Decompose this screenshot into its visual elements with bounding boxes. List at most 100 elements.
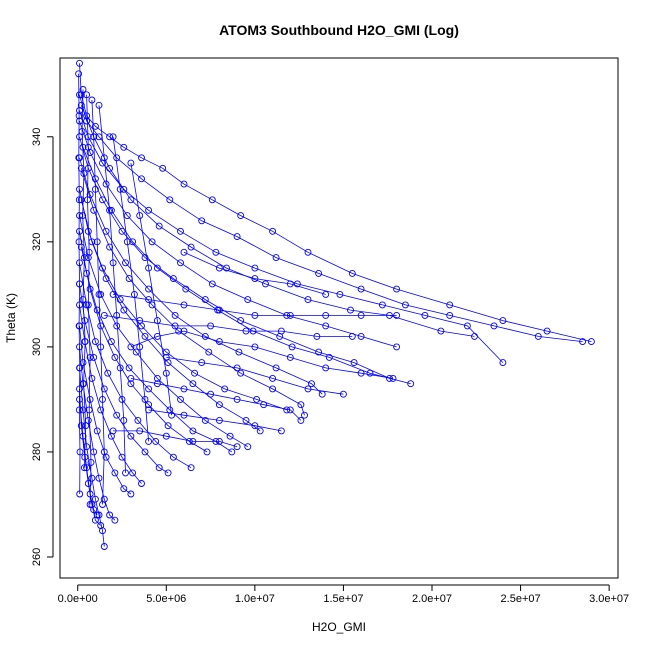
data-point [162, 369, 170, 377]
data-point [138, 175, 145, 183]
data-point [262, 280, 269, 288]
data-point [76, 364, 84, 372]
series-line [81, 89, 87, 468]
data-point [446, 311, 454, 319]
data-point [80, 464, 88, 472]
data-point [127, 196, 135, 204]
data-point [208, 196, 216, 204]
data-point [198, 359, 206, 367]
y-tick-label: 300 [31, 338, 43, 356]
data-point [90, 353, 98, 361]
data-point [233, 443, 241, 451]
data-point [164, 469, 172, 477]
data-point [277, 327, 285, 335]
data-point [233, 364, 241, 372]
series-line [79, 63, 592, 342]
data-point [357, 332, 365, 340]
data-point [88, 96, 96, 104]
data-point [83, 464, 91, 472]
data-point [107, 338, 115, 346]
data-point [177, 395, 184, 403]
data-point [153, 374, 161, 382]
series-line [130, 378, 302, 421]
data-point [260, 401, 268, 409]
data-point [437, 327, 445, 335]
data-point [127, 490, 135, 498]
series-line [80, 168, 305, 416]
data-point [393, 311, 401, 319]
data-point [90, 506, 98, 514]
data-point [122, 469, 129, 477]
data-point [132, 348, 140, 356]
data-point [315, 348, 323, 356]
data-point [97, 522, 105, 529]
data-point [86, 353, 94, 361]
data-point [99, 264, 106, 272]
data-point [138, 480, 145, 487]
data-point [180, 248, 188, 256]
data-point [109, 427, 117, 435]
data-point [304, 248, 312, 256]
data-point [215, 306, 223, 314]
data-point [100, 385, 108, 393]
data-point [180, 411, 188, 419]
x-axis-label: H2O_GMI [312, 620, 366, 634]
data-point [99, 395, 106, 403]
data-series [127, 374, 305, 424]
data-point [88, 374, 96, 382]
data-point [471, 332, 478, 340]
data-point [86, 501, 94, 508]
data-point [378, 301, 386, 309]
data-point [75, 70, 83, 78]
data-point [587, 338, 595, 346]
data-series [78, 86, 90, 472]
data-point [93, 238, 101, 246]
series-line [78, 73, 81, 495]
x-axis: 0.0e+00 5.0e+06 1.0e+07 1.5e+07 2.0e+07 2.5e+… [58, 584, 629, 605]
data-point [127, 380, 135, 388]
data-point [88, 474, 96, 482]
data-point [106, 243, 114, 251]
data-point [155, 222, 163, 230]
data-series [109, 290, 401, 319]
data-point [277, 427, 285, 435]
data-point [272, 254, 280, 262]
series-line [79, 120, 397, 348]
data-point [97, 322, 105, 330]
data-point [348, 269, 356, 277]
data-point [339, 390, 347, 398]
data-point [237, 212, 245, 220]
data-point [129, 238, 137, 246]
data-point [350, 359, 358, 367]
data-point [141, 395, 149, 403]
data-point [293, 280, 301, 288]
data-point [93, 427, 101, 435]
data-point [286, 280, 294, 288]
data-point [499, 317, 507, 325]
data-point [77, 101, 85, 109]
data-point [97, 343, 105, 351]
data-point [83, 91, 91, 99]
data-point [84, 254, 92, 262]
x-tick-label: 2.0e+07 [412, 593, 452, 605]
y-axis-label: Theta (K) [4, 293, 18, 343]
data-point [207, 390, 215, 398]
data-point [348, 332, 356, 340]
data-point [244, 443, 252, 451]
data-series [145, 406, 285, 435]
data-point [111, 353, 119, 361]
data-point [251, 422, 259, 430]
data-point [215, 264, 223, 272]
data-point [159, 164, 167, 172]
data-point [138, 154, 145, 162]
data-point [251, 275, 259, 283]
data-point [357, 311, 365, 319]
data-point [226, 432, 234, 440]
data-point [152, 437, 160, 445]
series-line [130, 330, 394, 379]
data-point [357, 369, 365, 377]
series-line [112, 136, 149, 442]
data-point [91, 495, 99, 503]
data-point [182, 285, 190, 293]
